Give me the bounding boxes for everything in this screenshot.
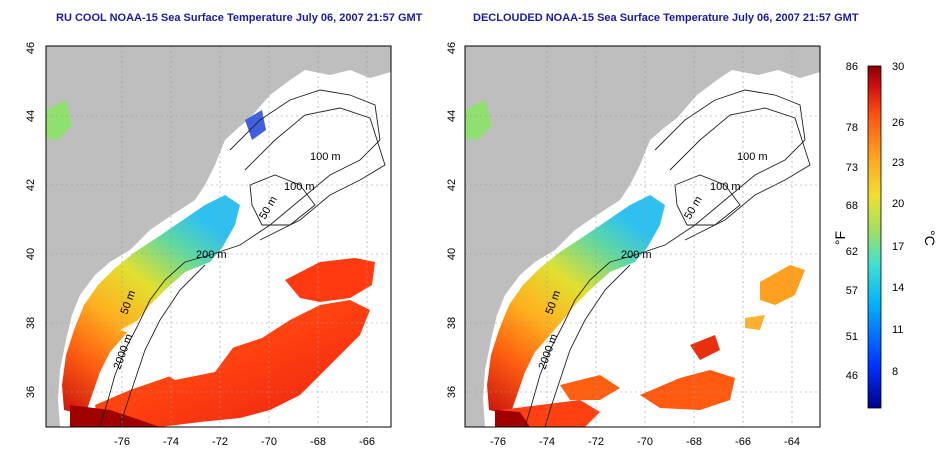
left-isobath-label: 100 m: [310, 151, 341, 163]
right-isobaths: [524, 89, 811, 427]
svg-text:-66: -66: [359, 436, 375, 448]
svg-text:8: 8: [892, 366, 898, 378]
svg-text:14: 14: [892, 282, 904, 294]
svg-text:-64: -64: [784, 436, 800, 448]
svg-text:46: 46: [25, 42, 37, 54]
right-coastal-sst: [487, 195, 665, 415]
colorbar-c-ticks: 30 26 23 20 17 14 11 8: [892, 61, 904, 378]
svg-text:38: 38: [25, 317, 37, 329]
left-map: [46, 46, 391, 427]
svg-text:42: 42: [25, 179, 37, 191]
svg-text:46: 46: [846, 370, 858, 382]
svg-text:40: 40: [446, 248, 458, 260]
left-lon-axis: -76 -74 -72 -70 -68 -66 -64: [114, 436, 375, 448]
left-gulfstream-sst: [95, 300, 370, 427]
svg-text:23: 23: [892, 157, 904, 169]
left-coastal-sst: [62, 195, 240, 415]
svg-text:26: 26: [892, 117, 904, 129]
colorbar-f-ticks: 86 78 73 68 62 57 51 46: [846, 61, 858, 382]
svg-text:73: 73: [846, 162, 858, 174]
left-graticule: [46, 46, 391, 427]
right-land: [465, 46, 820, 427]
svg-text:20: 20: [892, 198, 904, 210]
left-map-frame: [45, 45, 392, 428]
svg-text:68: 68: [846, 200, 858, 212]
left-lat-axis: 36 38 40 42 44 46: [25, 42, 37, 398]
svg-text:11: 11: [892, 324, 903, 336]
svg-text:57: 57: [846, 285, 858, 297]
right-map: [465, 46, 820, 427]
left-isobaths: [99, 89, 386, 427]
right-isobath-label: 200 m: [621, 249, 652, 261]
svg-text:46: 46: [446, 42, 458, 54]
right-map-title: DECLOUDED NOAA-15 Sea Surface Temperatur…: [473, 12, 859, 24]
colorbar: [867, 65, 882, 409]
right-isobath-label: 100 m: [710, 181, 741, 193]
svg-text:-76: -76: [114, 436, 130, 448]
svg-text:40: 40: [25, 248, 37, 260]
left-isobath-label: 100 m: [284, 181, 315, 193]
svg-text:36: 36: [25, 386, 37, 398]
svg-text:30: 30: [892, 61, 904, 73]
right-graticule: [465, 46, 820, 427]
svg-text:51: 51: [846, 331, 858, 343]
right-isobath-label: 100 m: [737, 151, 768, 163]
fahrenheit-unit-label: °F: [832, 231, 848, 245]
svg-text:-76: -76: [490, 436, 506, 448]
svg-text:-66: -66: [735, 436, 751, 448]
svg-text:-74: -74: [163, 436, 179, 448]
svg-text:78: 78: [846, 122, 858, 134]
svg-text:38: 38: [446, 317, 458, 329]
svg-text:86: 86: [846, 61, 858, 73]
svg-text:-68: -68: [310, 436, 326, 448]
right-map-frame: [464, 45, 821, 428]
left-isobath-label: 200 m: [196, 249, 227, 261]
svg-text:36: 36: [446, 386, 458, 398]
svg-text:-72: -72: [212, 436, 228, 448]
svg-text:42: 42: [446, 179, 458, 191]
svg-text:-68: -68: [686, 436, 702, 448]
svg-text:44: 44: [25, 110, 37, 122]
right-lat-axis: 36 38 40 42 44 46: [446, 42, 458, 398]
right-lon-axis: -76 -74 -72 -70 -68 -66 -64: [490, 436, 800, 448]
celsius-unit-label: °C: [922, 230, 938, 246]
left-land: [46, 46, 391, 427]
svg-text:-74: -74: [539, 436, 555, 448]
svg-text:62: 62: [846, 246, 858, 258]
left-map-title: RU COOL NOAA-15 Sea Surface Temperature …: [56, 12, 423, 24]
svg-text:-72: -72: [588, 436, 604, 448]
svg-text:-70: -70: [261, 436, 277, 448]
svg-text:-70: -70: [637, 436, 653, 448]
svg-text:17: 17: [892, 241, 904, 253]
svg-text:44: 44: [446, 110, 458, 122]
